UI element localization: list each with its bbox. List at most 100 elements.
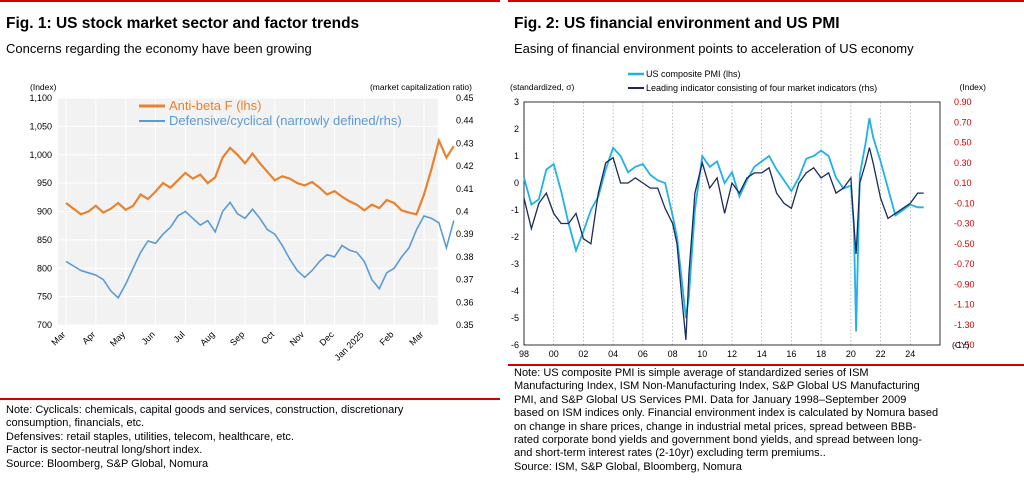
chart2-left-tick-label: -6 [511, 340, 519, 350]
chart1-x-tick-label: Sep [228, 329, 246, 347]
chart2-left-tick-label: 3 [514, 97, 519, 107]
figure-1-note-line: Factor is sector-neutral long/short inde… [6, 444, 203, 457]
figure-2-note-line: and short-term interest rates (2-10yr) e… [514, 447, 826, 460]
chart2-legend-label-leading: Leading indicator consisting of four mar… [646, 83, 877, 93]
chart1-left-tick-label: 900 [37, 207, 52, 217]
chart2-gridlines [523, 102, 911, 345]
chart1-left-ticks: 1,100 1,050 1,000 950 900 850 800 750 700 [29, 93, 52, 330]
figure-1-note-line: consumption, financials, etc. [6, 417, 145, 430]
figure-2-note-line: PMI, and S&P Global US Services PMI. Dat… [514, 393, 907, 406]
chart1-right-tick-label: 0.43 [456, 138, 474, 148]
chart2-x-tick-label: 22 [876, 349, 886, 359]
figure-2-notes: Note: US composite PMI is simple average… [514, 367, 938, 474]
chart2-right-tick-label: -0.10 [954, 198, 975, 208]
chart1-left-axis-label: (Index) [30, 82, 57, 92]
chart1-right-tick-label: 0.42 [456, 161, 474, 171]
chart2-right-tick-label: 0.70 [954, 117, 972, 127]
chart1-x-tick-label: Jul [172, 329, 187, 344]
chart2-left-tick-label: 0 [514, 178, 519, 188]
chart1-left-tick-label: 950 [37, 178, 52, 188]
chart1-left-tick-label: 750 [37, 292, 52, 302]
chart2-left-ticks: 3 2 1 0 -1 -2 -3 -4 -5 -6 [511, 97, 519, 350]
figure-1-note-line: Defensives: retail staples, utilities, t… [6, 430, 294, 443]
chart2-right-tick-label: -0.30 [954, 219, 975, 229]
chart2-x-tick-label: 18 [816, 349, 826, 359]
chart2-right-tick-label: -1.30 [954, 320, 975, 330]
chart1-series-anti-beta-line [65, 137, 455, 216]
figure-2-title: Fig. 2: US financial environment and US … [514, 15, 840, 32]
figure-2-panel: Fig. 2: US financial environment and US … [508, 0, 1024, 497]
chart1-x-tick-label: Apr [80, 329, 97, 346]
chart2-series-leading-indicator-line [523, 147, 924, 340]
chart2-right-axis-label: (Index) [960, 82, 987, 92]
figure-1-top-rule [0, 0, 500, 2]
chart1-x-tick-label: Nov [288, 329, 307, 348]
chart2-right-tick-label: -0.70 [954, 259, 975, 269]
chart2-right-tick-label: 0.90 [954, 97, 972, 107]
figure-2-top-rule [508, 0, 1024, 2]
chart2-right-tick-label: 0.30 [954, 158, 972, 168]
chart2-x-tick-label: 08 [668, 349, 678, 359]
chart1-right-tick-label: 0.45 [456, 93, 474, 103]
chart1-gridlines [58, 97, 438, 326]
figure-1-subtitle: Concerns regarding the economy have been… [6, 41, 312, 56]
chart2-x-tick-label: 98 [519, 349, 529, 359]
chart2-left-tick-label: -2 [511, 232, 519, 242]
chart2-left-tick-label: -1 [511, 205, 519, 215]
chart2-x-tick-label: 14 [757, 349, 767, 359]
figure-1-panel: Fig. 1: US stock market sector and facto… [0, 0, 500, 497]
chart2-right-tick-label: -0.50 [954, 239, 975, 249]
chart1-x-tick-label: Mar [49, 329, 67, 347]
figure-1-notes: Note: Cyclicals: chemicals, capital good… [6, 404, 403, 471]
chart2-x-tick-label: 04 [608, 349, 618, 359]
chart1-legend-label-defensive: Defensive/cyclical (narrowly defined/rhs… [169, 113, 402, 128]
chart1-left-tick-label: 1,050 [29, 121, 52, 131]
figure-2-note-line: Manufacturing Index, ISM Non-Manufacturi… [514, 380, 920, 393]
chart1-x-tick-label: Jan 2025 [332, 329, 365, 362]
chart1-series-defensive-cyclical-line [65, 201, 455, 300]
chart1-right-tick-label: 0.39 [456, 229, 474, 239]
chart2-right-tick-label: 0.50 [954, 138, 972, 148]
chart2-right-tick-label: 0.10 [954, 178, 972, 188]
figure-1-note-line: Note: Cyclicals: chemicals, capital good… [6, 404, 404, 416]
chart1-x-tick-label: Oct [259, 329, 276, 346]
chart2-x-tick-label: 24 [905, 349, 915, 359]
figure-2-notes-rule [508, 364, 1024, 366]
figure-2-note-line: based on ISM indices only. Financial env… [514, 407, 939, 420]
chart2-left-tick-label: 2 [514, 124, 519, 134]
chart2-x-tick-label: 10 [697, 349, 707, 359]
chart1-right-tick-label: 0.38 [456, 252, 474, 262]
chart2-plot-frame [523, 101, 941, 346]
chart1-left-tick-label: 800 [37, 263, 52, 273]
chart1-right-axis-label: (market capitalization ratio) [370, 82, 472, 92]
chart2-x-tick-label: 02 [578, 349, 588, 359]
figure-1-title: Fig. 1: US stock market sector and facto… [6, 15, 360, 32]
chart1-right-tick-label: 0.37 [456, 275, 474, 285]
chart2-x-tick-label: 20 [846, 349, 856, 359]
chart1-right-tick-label: 0.44 [456, 116, 474, 126]
chart1-right-tick-label: 0.36 [456, 297, 474, 307]
chart1-legend-label-anti-beta: Anti-beta F (lhs) [169, 98, 261, 113]
chart1-x-tick-label: Mar [407, 329, 425, 347]
chart2-series-pmi-line [523, 118, 924, 332]
chart2-x-tick-label: 16 [786, 349, 796, 359]
chart1-right-tick-label: 0.41 [456, 184, 474, 194]
chart1-legend: Anti-beta F (lhs) Defensive/cyclical (na… [139, 98, 402, 128]
chart2-left-axis-label: (standardized, σ) [510, 82, 574, 92]
figure-2-note-line: Note: US composite PMI is simple average… [514, 367, 869, 379]
chart1-left-tick-label: 850 [37, 235, 52, 245]
chart1-x-tick-label: Aug [198, 329, 216, 347]
chart1-left-tick-label: 1,000 [29, 150, 52, 160]
chart1-right-ticks: 0.45 0.44 0.43 0.42 0.41 0.4 0.39 0.38 0.37 0.36 0… [456, 93, 474, 330]
chart2-x-ticks: 98 00 02 04 06 08 10 12 14 16 18 20 22 24 [519, 349, 915, 359]
chart2-left-tick-label: 1 [514, 151, 519, 161]
chart1-left-tick-label: 700 [37, 320, 52, 330]
chart1-x-tick-label: Jun [140, 329, 157, 346]
chart1-x-tick-label: Dec [318, 329, 337, 348]
chart1-left-tick-label: 1,100 [29, 93, 52, 103]
chart2-right-ticks: 0.90 0.70 0.50 0.30 0.10 -0.10 -0.30 -0.50 -0.70… [954, 97, 975, 350]
chart1-x-tick-label: Feb [378, 329, 396, 347]
figure-2-note-line: on change in share prices, change in ind… [514, 420, 917, 433]
